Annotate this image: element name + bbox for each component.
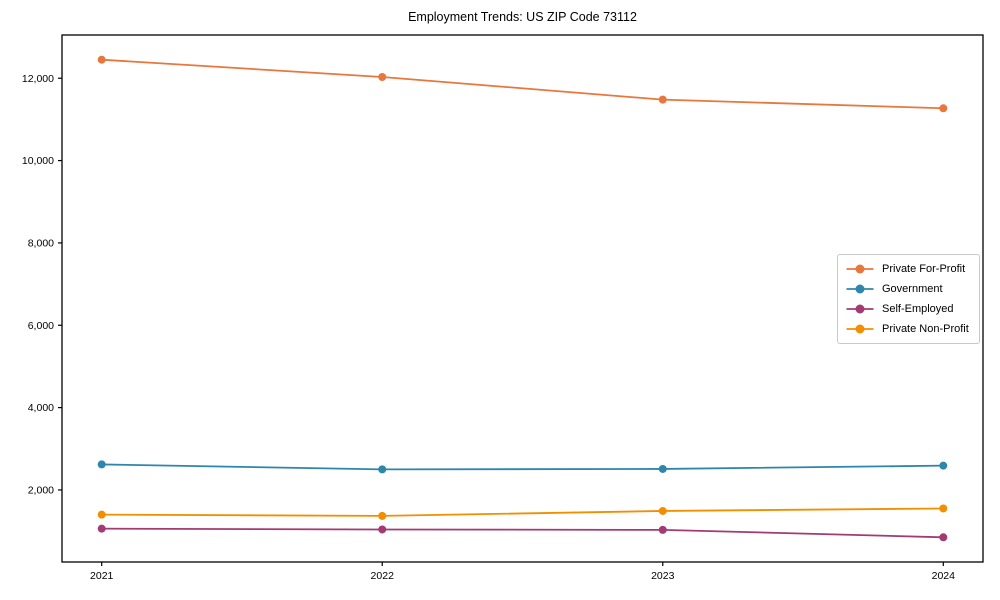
data-point-private-non-profit	[658, 506, 667, 515]
y-tick-label: 6,000	[28, 320, 54, 332]
data-point-private-for-profit	[97, 55, 106, 64]
line-marker-icon	[846, 324, 874, 334]
y-tick-label: 4,000	[28, 402, 54, 414]
legend-item-government: Government	[846, 279, 971, 299]
data-point-government	[658, 464, 667, 473]
data-point-private-non-profit	[97, 510, 106, 519]
legend-label: Self-Employed	[882, 303, 954, 315]
series-line-private-non-profit	[101, 507, 944, 517]
x-tick-label: 2022	[371, 570, 395, 582]
line-marker-icon	[846, 304, 874, 314]
data-point-self-employed	[939, 533, 948, 542]
line-marker-icon	[846, 284, 874, 294]
series-line-self-employed	[101, 527, 944, 539]
legend-label: Private For-Profit	[882, 263, 966, 275]
y-tick-label: 12,000	[22, 73, 54, 85]
line-marker-icon	[846, 264, 874, 274]
legend-label: Government	[882, 283, 943, 295]
legend-item-private-for-profit: Private For-Profit	[846, 259, 971, 279]
y-tick-label: 8,000	[28, 238, 54, 250]
y-tick-label: 2,000	[28, 485, 54, 497]
data-point-private-non-profit	[378, 511, 387, 520]
data-point-government	[378, 465, 387, 474]
data-point-self-employed	[378, 525, 387, 534]
chart-legend: Private For-Profit Government Self-Emplo…	[837, 254, 980, 344]
data-point-government	[97, 460, 106, 469]
series-line-private-for-profit	[101, 58, 944, 110]
y-tick-label: 10,000	[22, 155, 54, 167]
plot-frame	[61, 34, 984, 563]
data-point-private-non-profit	[939, 504, 948, 513]
legend-item-private-non-profit: Private Non-Profit	[846, 319, 971, 339]
x-tick-label: 2021	[90, 570, 114, 582]
legend-item-self-employed: Self-Employed	[846, 299, 971, 319]
chart-title: Employment Trends: US ZIP Code 73112	[408, 10, 637, 24]
data-point-government	[939, 461, 948, 470]
x-tick-label: 2024	[932, 570, 956, 582]
data-point-private-for-profit	[378, 72, 387, 81]
data-point-self-employed	[97, 524, 106, 533]
series-line-government	[101, 463, 944, 471]
legend-label: Private Non-Profit	[882, 323, 969, 335]
data-point-private-for-profit	[939, 104, 948, 113]
x-tick-label: 2023	[651, 570, 675, 582]
data-point-self-employed	[658, 525, 667, 534]
data-point-private-for-profit	[658, 95, 667, 104]
